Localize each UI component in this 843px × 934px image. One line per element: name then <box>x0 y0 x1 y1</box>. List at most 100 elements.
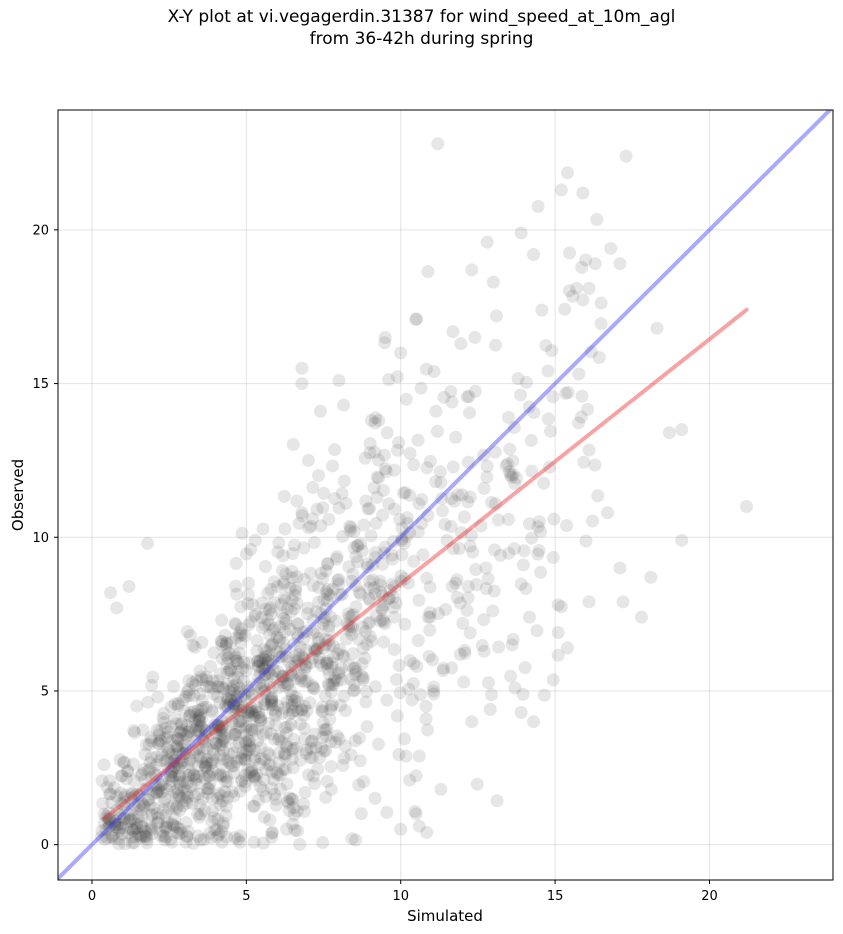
scatter-point <box>257 697 271 711</box>
scatter-point <box>205 722 219 736</box>
scatter-point <box>267 787 281 801</box>
scatter-point <box>165 764 179 778</box>
scatter-point <box>257 685 271 699</box>
scatter-point <box>226 679 240 693</box>
scatter-point <box>399 749 413 763</box>
scatter-point <box>279 822 293 836</box>
scatter-point <box>481 572 495 586</box>
scatter-point <box>426 653 440 667</box>
scatter-point <box>161 745 175 759</box>
scatter-point <box>230 654 244 668</box>
scatter-point <box>241 597 255 611</box>
scatter-point <box>112 832 126 846</box>
scatter-point <box>318 611 332 625</box>
scatter-point <box>492 640 506 654</box>
scatter-point <box>435 504 449 518</box>
scatter-point <box>110 820 124 834</box>
scatter-point <box>258 684 272 698</box>
scatter-point <box>437 390 451 404</box>
scatter-point <box>220 677 234 691</box>
scatter-point <box>558 302 572 316</box>
scatter-point <box>227 697 241 711</box>
scatter-point <box>280 740 294 754</box>
scatter-point <box>164 756 178 770</box>
scatter-point <box>261 655 275 669</box>
scatter-point <box>363 446 377 460</box>
scatter-point <box>297 804 311 818</box>
scatter-point <box>182 757 196 771</box>
scatter-point <box>194 708 208 722</box>
scatter-point <box>152 728 166 742</box>
scatter-point <box>340 617 354 631</box>
scatter-point <box>490 794 504 808</box>
scatter-point <box>395 534 409 548</box>
scatter-point <box>157 706 171 720</box>
y-tick-label: 5 <box>41 684 49 699</box>
scatter-point <box>276 762 290 776</box>
scatter-point <box>291 616 305 630</box>
scatter-point <box>262 665 276 679</box>
scatter-point <box>99 809 113 823</box>
scatter-point <box>273 620 287 634</box>
scatter-point <box>256 662 270 676</box>
scatter-point <box>243 741 257 755</box>
scatter-point <box>522 400 536 414</box>
scatter-point <box>276 549 290 563</box>
scatter-point <box>215 613 229 627</box>
scatter-point <box>387 463 401 477</box>
scatter-point <box>157 795 171 809</box>
scatter-point <box>104 816 118 830</box>
scatter-point <box>349 833 363 847</box>
scatter-point <box>204 659 218 673</box>
scatter-point <box>280 602 294 616</box>
scatter-point <box>326 639 340 653</box>
scatter-point <box>258 753 272 767</box>
scatter-point <box>232 699 246 713</box>
scatter-point <box>152 737 166 751</box>
scatter-point <box>244 701 258 715</box>
scatter-point <box>584 345 598 359</box>
scatter-point <box>453 596 467 610</box>
scatter-point <box>489 497 503 511</box>
scatter-point <box>464 528 478 542</box>
scatter-point <box>427 365 441 379</box>
scatter-point <box>255 610 269 624</box>
reference-lines <box>58 110 833 880</box>
scatter-point <box>186 836 200 850</box>
scatter-point <box>181 824 195 838</box>
scatter-point <box>173 758 187 772</box>
scatter-point <box>422 649 436 663</box>
scatter-point <box>310 502 324 516</box>
scatter-point <box>103 586 117 600</box>
scatter-point <box>114 769 128 783</box>
scatter-point <box>390 370 404 384</box>
scatter-point <box>363 593 377 607</box>
scatter-point <box>572 367 586 381</box>
scatter-point <box>194 751 208 765</box>
scatter-point <box>219 698 233 712</box>
scatter-point <box>400 529 414 543</box>
scatter-point <box>194 719 208 733</box>
scatter-point <box>286 792 300 806</box>
scatter-point <box>334 698 348 712</box>
scatter-point <box>456 616 470 630</box>
scatter-point <box>379 464 393 478</box>
scatter-point <box>179 784 193 798</box>
scatter-point <box>117 812 131 826</box>
scatter-point <box>575 260 589 274</box>
scatter-point <box>481 676 495 690</box>
scatter-point <box>376 613 390 627</box>
scatter-point <box>275 673 289 687</box>
scatter-point <box>307 642 321 656</box>
scatter-point <box>132 827 146 841</box>
scatter-point <box>228 725 242 739</box>
scatter-point <box>295 702 309 716</box>
scatter-point <box>235 746 249 760</box>
scatter-point <box>319 723 333 737</box>
scatter-point <box>216 769 230 783</box>
scatter-point <box>113 808 127 822</box>
scatter-point <box>374 585 388 599</box>
scatter-point <box>322 512 336 526</box>
scatter-point <box>275 735 289 749</box>
scatter-point <box>616 595 630 609</box>
